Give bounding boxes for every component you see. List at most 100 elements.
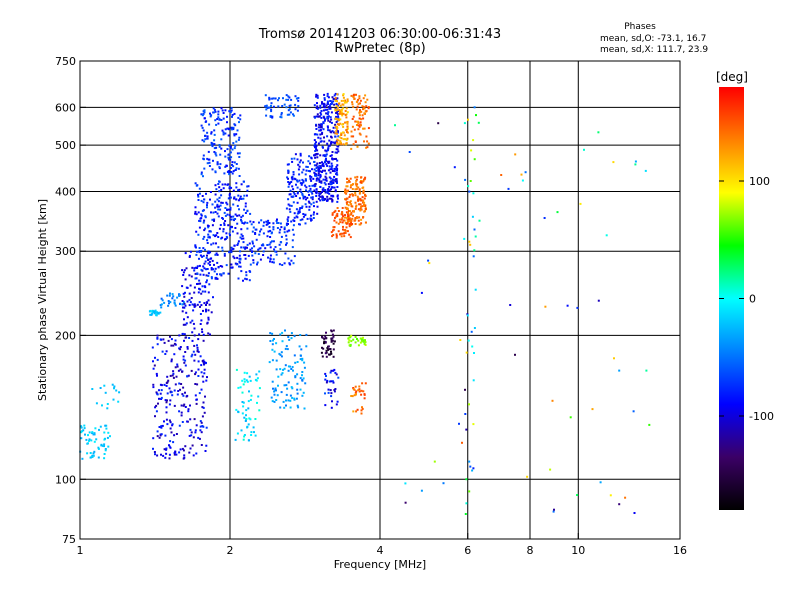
data-point: [324, 183, 327, 186]
data-point: [273, 393, 276, 396]
data-point: [203, 302, 206, 305]
data-point: [210, 267, 213, 269]
data-point: [199, 425, 202, 428]
data-point: [648, 423, 651, 426]
data-point: [255, 373, 258, 376]
data-point: [182, 355, 185, 358]
data-point: [355, 108, 358, 111]
data-point: [362, 97, 365, 100]
data-point: [222, 217, 224, 220]
data-point: [190, 355, 193, 358]
data-point: [551, 399, 554, 402]
data-point: [324, 169, 326, 172]
data-point: [344, 121, 347, 124]
data-point: [236, 232, 239, 235]
data-point: [210, 143, 213, 146]
data-point: [331, 199, 334, 201]
data-point: [329, 104, 331, 107]
data-point: [167, 300, 170, 302]
data-point: [202, 380, 205, 383]
data-point: [323, 198, 326, 201]
data-point: [214, 211, 217, 213]
data-point: [83, 424, 86, 427]
data-point: [232, 255, 235, 258]
data-point: [198, 333, 201, 336]
data-point: [342, 125, 345, 128]
data-point: [93, 433, 96, 436]
data-point: [216, 253, 219, 256]
data-point: [91, 456, 94, 458]
data-point: [326, 347, 329, 349]
data-point: [189, 321, 192, 324]
data-point: [347, 337, 350, 340]
data-point: [346, 217, 349, 219]
data-point: [208, 123, 211, 126]
x-tick-label: 1: [77, 544, 84, 557]
data-point: [201, 290, 204, 293]
data-point: [240, 429, 243, 432]
data-point: [181, 300, 184, 302]
data-point: [297, 163, 300, 166]
data-point: [252, 226, 255, 229]
data-point: [329, 171, 332, 174]
data-point: [235, 140, 238, 143]
data-point: [288, 96, 291, 99]
data-point: [211, 203, 214, 206]
data-point: [272, 226, 275, 229]
data-point: [220, 201, 223, 204]
data-point: [304, 173, 307, 176]
data-point: [464, 413, 467, 415]
data-point: [320, 113, 323, 116]
data-point: [324, 372, 327, 375]
data-point: [332, 126, 335, 129]
data-point: [270, 104, 272, 107]
data-point: [152, 360, 154, 363]
data-point: [632, 410, 635, 413]
data-point: [208, 165, 211, 167]
data-point: [206, 135, 209, 138]
data-point: [552, 510, 555, 513]
data-point: [149, 313, 152, 316]
data-point: [286, 163, 289, 166]
data-point: [164, 399, 167, 402]
x-axis-label: Frequency [MHz]: [334, 558, 426, 571]
data-point: [356, 338, 358, 340]
data-point: [242, 438, 245, 441]
data-point: [165, 406, 168, 409]
data-point: [337, 115, 340, 118]
data-point: [228, 173, 231, 176]
data-point: [214, 200, 217, 203]
data-point: [225, 201, 228, 204]
data-point: [105, 427, 108, 430]
data-point: [198, 301, 201, 304]
data-point: [174, 366, 177, 369]
data-point: [168, 453, 171, 456]
data-point: [232, 126, 235, 129]
data-point: [354, 385, 357, 388]
data-point: [287, 98, 290, 101]
data-point: [327, 169, 330, 172]
data-point: [354, 336, 357, 338]
data-point: [360, 176, 362, 179]
data-point: [238, 188, 241, 191]
data-point: [313, 139, 316, 142]
data-point: [359, 133, 362, 136]
data-point: [331, 186, 334, 189]
data-point: [469, 243, 472, 246]
data-point: [239, 258, 242, 261]
data-point: [184, 351, 187, 353]
data-point: [215, 242, 217, 245]
data-point: [224, 155, 227, 158]
data-point: [336, 186, 339, 188]
data-point: [290, 220, 293, 223]
data-point: [315, 173, 318, 176]
data-point: [319, 199, 322, 202]
data-point: [360, 124, 362, 127]
data-point: [330, 352, 333, 355]
data-point: [272, 240, 275, 243]
data-point: [217, 236, 220, 238]
data-point: [159, 434, 162, 437]
data-point: [251, 247, 253, 250]
data-point: [260, 219, 263, 222]
data-point: [317, 170, 320, 173]
